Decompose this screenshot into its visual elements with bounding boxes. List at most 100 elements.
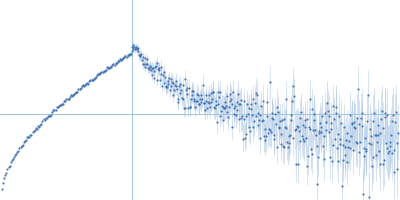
Point: [360, 146, 367, 150]
Point: [376, 131, 383, 135]
Point: [2, 173, 8, 176]
Point: [331, 117, 337, 120]
Point: [178, 88, 184, 92]
Point: [74, 90, 80, 93]
Point: [148, 66, 155, 70]
Point: [198, 93, 205, 97]
Point: [90, 78, 96, 82]
Point: [267, 128, 274, 131]
Point: [322, 111, 328, 115]
Point: [81, 84, 87, 88]
Point: [226, 106, 232, 109]
Point: [197, 98, 203, 101]
Point: [238, 116, 245, 119]
Point: [330, 105, 336, 108]
Point: [168, 78, 174, 81]
Point: [172, 84, 178, 87]
Point: [18, 144, 25, 147]
Point: [366, 141, 372, 144]
Point: [155, 68, 161, 71]
Point: [46, 114, 52, 118]
Point: [157, 79, 163, 82]
Point: [256, 118, 262, 121]
Point: [315, 155, 321, 158]
Point: [136, 53, 143, 57]
Point: [286, 142, 292, 145]
Point: [78, 85, 85, 88]
Point: [182, 106, 188, 110]
Point: [185, 106, 191, 110]
Point: [160, 71, 167, 74]
Point: [379, 163, 386, 166]
Point: [114, 61, 120, 64]
Point: [106, 66, 112, 69]
Point: [356, 150, 362, 153]
Point: [42, 116, 49, 119]
Point: [224, 110, 231, 113]
Point: [212, 107, 218, 110]
Point: [64, 98, 71, 101]
Point: [325, 130, 332, 134]
Point: [345, 145, 351, 148]
Point: [22, 140, 28, 143]
Point: [392, 120, 398, 123]
Point: [224, 95, 230, 98]
Point: [35, 124, 41, 128]
Point: [186, 87, 192, 90]
Point: [1, 177, 7, 180]
Point: [58, 103, 64, 106]
Point: [211, 105, 217, 108]
Point: [138, 53, 144, 56]
Point: [343, 138, 349, 141]
Point: [105, 66, 111, 69]
Point: [316, 130, 322, 133]
Point: [116, 59, 122, 62]
Point: [240, 137, 246, 140]
Point: [0, 187, 5, 190]
Point: [134, 46, 141, 50]
Point: [52, 108, 59, 111]
Point: [173, 79, 180, 82]
Point: [165, 82, 172, 85]
Point: [145, 66, 151, 69]
Point: [350, 121, 357, 124]
Point: [327, 156, 333, 159]
Point: [20, 144, 26, 147]
Point: [254, 94, 260, 97]
Point: [42, 118, 48, 121]
Point: [243, 114, 250, 117]
Point: [190, 89, 196, 93]
Point: [180, 97, 186, 100]
Point: [368, 134, 374, 138]
Point: [136, 54, 142, 57]
Point: [23, 139, 29, 142]
Point: [120, 56, 126, 59]
Point: [344, 160, 350, 164]
Point: [72, 92, 78, 95]
Point: [25, 136, 32, 139]
Point: [394, 168, 400, 171]
Point: [6, 165, 13, 168]
Point: [277, 119, 283, 122]
Point: [162, 75, 168, 78]
Point: [96, 72, 102, 76]
Point: [102, 70, 108, 73]
Point: [45, 114, 51, 118]
Point: [287, 134, 293, 137]
Point: [304, 164, 310, 167]
Point: [150, 76, 157, 79]
Point: [90, 77, 97, 80]
Point: [112, 61, 119, 64]
Point: [279, 118, 285, 122]
Point: [230, 106, 237, 109]
Point: [182, 77, 188, 81]
Point: [370, 119, 377, 122]
Point: [395, 131, 400, 134]
Point: [26, 136, 32, 139]
Point: [66, 98, 72, 101]
Point: [365, 93, 371, 97]
Point: [129, 45, 135, 49]
Point: [68, 93, 74, 96]
Point: [386, 140, 393, 143]
Point: [233, 101, 240, 104]
